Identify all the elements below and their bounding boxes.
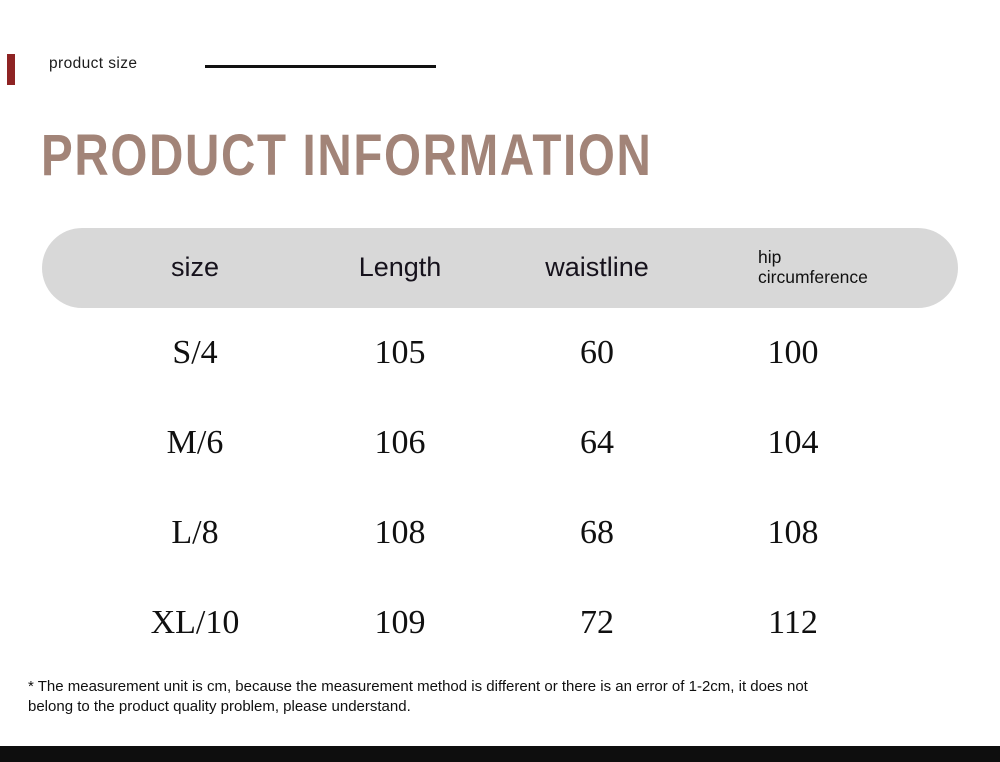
header-length: Length (358, 252, 442, 282)
header-size: size (170, 252, 219, 282)
measurement-note: * The measurement unit is cm, because th… (28, 678, 808, 715)
red-accent-bar (7, 54, 15, 85)
table-row: M/6 106 64 104 (0, 424, 1000, 484)
cell-length: 106 (374, 424, 426, 461)
cell-length: 105 (374, 334, 426, 371)
table-row: L/8 108 68 108 (0, 514, 1000, 574)
table-row: XL/10 109 72 112 (0, 604, 1000, 664)
cell-hip-circumference: 112 (768, 604, 818, 641)
cell-waistline: 72 (580, 604, 614, 641)
bottom-black-bar (0, 746, 1000, 762)
cell-waistline: 68 (580, 514, 614, 551)
product-size-label: product size (49, 55, 138, 72)
cell-size: M/6 (166, 424, 224, 461)
cell-hip-circumference: 108 (767, 514, 819, 551)
cell-size: S/4 (172, 334, 218, 371)
table-row: S/4 105 60 100 (0, 334, 1000, 394)
cell-waistline: 60 (580, 334, 614, 371)
table-header-bar: size Length waistline hip circumference (42, 228, 958, 308)
cell-waistline: 64 (580, 424, 614, 461)
header-hip-circumference: hip circumference (758, 247, 868, 287)
page-title: PRODUCT INFORMATION (41, 123, 653, 188)
cell-size: XL/10 (150, 604, 240, 641)
cell-hip-circumference: 104 (767, 424, 819, 461)
cell-length: 109 (374, 604, 426, 641)
cell-length: 108 (374, 514, 426, 551)
cell-hip-circumference: 100 (767, 334, 819, 371)
header-waistline: waistline (545, 252, 649, 282)
divider-line (205, 65, 436, 68)
cell-size: L/8 (171, 514, 219, 551)
